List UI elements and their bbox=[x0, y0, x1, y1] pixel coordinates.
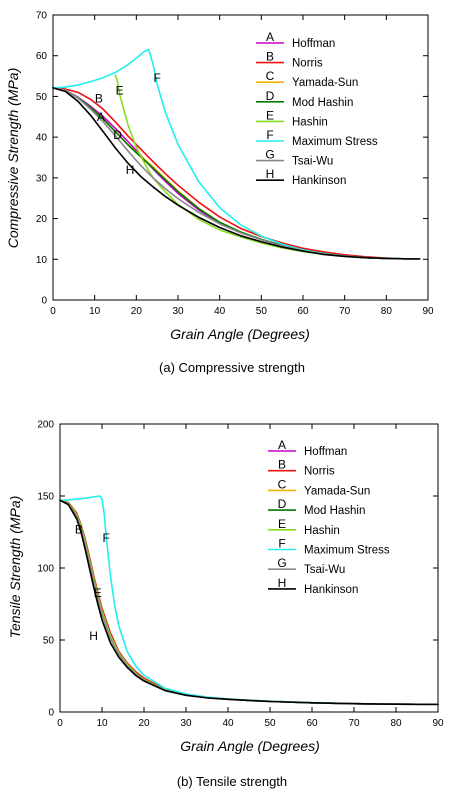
series-line-maximum-stress bbox=[59, 495, 439, 706]
x-tick-label: 70 bbox=[339, 306, 351, 317]
legend-letter: C bbox=[278, 477, 287, 491]
curve-label: H bbox=[126, 163, 135, 177]
series-line-tsai-wu bbox=[59, 499, 439, 706]
legend-letter: E bbox=[278, 517, 286, 531]
x-tick-label: 30 bbox=[180, 718, 192, 729]
y-tick-label: 60 bbox=[36, 51, 48, 62]
x-tick-label: 20 bbox=[138, 718, 150, 729]
legend-entry-label: Hashin bbox=[304, 525, 340, 537]
legend-entry-label: Hoffman bbox=[304, 446, 347, 458]
y-tick-label: 40 bbox=[36, 133, 48, 144]
series-line-norris bbox=[59, 499, 439, 706]
series-line-hashin bbox=[59, 499, 439, 706]
legend-entry-label: Yamada-Sun bbox=[292, 77, 358, 89]
x-tick-label: 10 bbox=[96, 718, 108, 729]
figure-caption: (a) Compressive strength bbox=[159, 360, 305, 375]
curve-label: A bbox=[97, 110, 105, 124]
x-axis-label: Grain Angle (Degrees) bbox=[170, 326, 310, 342]
curve-label: E bbox=[94, 586, 102, 600]
legend-entry-label: Norris bbox=[292, 58, 323, 70]
x-tick-label: 0 bbox=[50, 306, 56, 317]
legend-entry-label: Tsai-Wu bbox=[292, 156, 333, 168]
series-line-yamada-sun bbox=[59, 499, 439, 706]
x-tick-label: 90 bbox=[432, 718, 444, 729]
legend-letter: H bbox=[266, 167, 275, 181]
legend-letter: D bbox=[266, 89, 275, 103]
legend-letter: G bbox=[265, 148, 274, 162]
y-tick-label: 150 bbox=[37, 492, 54, 503]
y-tick-label: 0 bbox=[41, 296, 47, 307]
curve-label: D bbox=[113, 128, 122, 142]
legend-entry-label: Hankinson bbox=[304, 584, 358, 596]
legend-entry-label: Mod Hashin bbox=[304, 505, 365, 517]
y-tick-label: 100 bbox=[37, 564, 54, 575]
figure-caption: (b) Tensile strength bbox=[177, 774, 287, 789]
series-line-mod-hashin bbox=[59, 499, 439, 706]
legend-letter: B bbox=[278, 458, 286, 472]
series-line-hoffman bbox=[59, 499, 439, 706]
legend-letter: F bbox=[266, 128, 273, 142]
legend-entry-label: Hankinson bbox=[292, 175, 346, 187]
curve-label: F bbox=[153, 71, 160, 85]
y-tick-label: 10 bbox=[36, 255, 48, 266]
curve-label: B bbox=[95, 92, 103, 106]
y-tick-label: 200 bbox=[37, 420, 54, 431]
curve-label: H bbox=[89, 629, 98, 643]
plot-frame bbox=[59, 423, 439, 713]
x-tick-label: 0 bbox=[57, 718, 63, 729]
y-axis-label: Compressive Strength (MPa) bbox=[5, 68, 21, 249]
x-tick-label: 70 bbox=[348, 718, 360, 729]
y-tick-label: 50 bbox=[43, 636, 55, 647]
series-line-maximum-stress bbox=[52, 48, 421, 260]
y-tick-label: 0 bbox=[48, 708, 54, 719]
x-tick-label: 90 bbox=[422, 306, 434, 317]
y-tick-label: 50 bbox=[36, 92, 48, 103]
legend-letter: G bbox=[277, 556, 286, 570]
y-tick-label: 30 bbox=[36, 173, 48, 184]
legend-letter: C bbox=[266, 69, 275, 83]
x-tick-label: 50 bbox=[256, 306, 268, 317]
legend-letter: A bbox=[266, 30, 274, 44]
x-tick-label: 10 bbox=[89, 306, 101, 317]
series-line-hankinson bbox=[52, 87, 421, 260]
legend-entry-label: Hoffman bbox=[292, 38, 335, 50]
legend-entry-label: Tsai-Wu bbox=[304, 564, 345, 576]
x-tick-label: 40 bbox=[214, 306, 226, 317]
legend-entry-label: Maximum Stress bbox=[304, 545, 390, 557]
curve-label: E bbox=[116, 83, 124, 97]
legend-letter: H bbox=[278, 576, 287, 590]
x-tick-label: 30 bbox=[172, 306, 184, 317]
x-tick-label: 80 bbox=[390, 718, 402, 729]
y-tick-label: 70 bbox=[36, 11, 48, 22]
x-tick-label: 20 bbox=[131, 306, 143, 317]
x-tick-label: 50 bbox=[264, 718, 276, 729]
legend-letter: B bbox=[266, 50, 274, 64]
compressive-strength-chart: 0 10 20 30 40 50 60 70 80 90 0 10 20 30 40 50 60 70 Grain … bbox=[5, 11, 434, 376]
legend-letter: E bbox=[266, 108, 274, 122]
y-tick-label: 20 bbox=[36, 214, 48, 225]
x-tick-label: 60 bbox=[306, 718, 318, 729]
legend-entry-label: Maximum Stress bbox=[292, 136, 378, 148]
series-line-hankinson bbox=[59, 499, 439, 706]
legend-entry-label: Mod Hashin bbox=[292, 97, 353, 109]
x-axis-label: Grain Angle (Degrees) bbox=[180, 738, 320, 754]
legend-letter: A bbox=[278, 438, 286, 452]
curve-label: B bbox=[75, 522, 83, 536]
y-axis-label: Tensile Strength (MPa) bbox=[7, 496, 23, 639]
x-tick-label: 60 bbox=[297, 306, 309, 317]
legend-letter: D bbox=[278, 497, 287, 511]
series-line-norris bbox=[52, 87, 421, 260]
legend-entry-label: Hashin bbox=[292, 116, 328, 128]
tensile-strength-chart: 0 10 20 30 40 50 60 70 80 90 0 50 100 150 200 Grain Ang… bbox=[7, 420, 444, 790]
curve-label: F bbox=[103, 531, 110, 545]
legend-entry-label: Norris bbox=[304, 466, 335, 478]
x-tick-label: 80 bbox=[381, 306, 393, 317]
plot-frame bbox=[52, 14, 429, 301]
legend-entry-label: Yamada-Sun bbox=[304, 485, 370, 497]
x-tick-label: 40 bbox=[222, 718, 234, 729]
legend-letter: F bbox=[278, 537, 285, 551]
